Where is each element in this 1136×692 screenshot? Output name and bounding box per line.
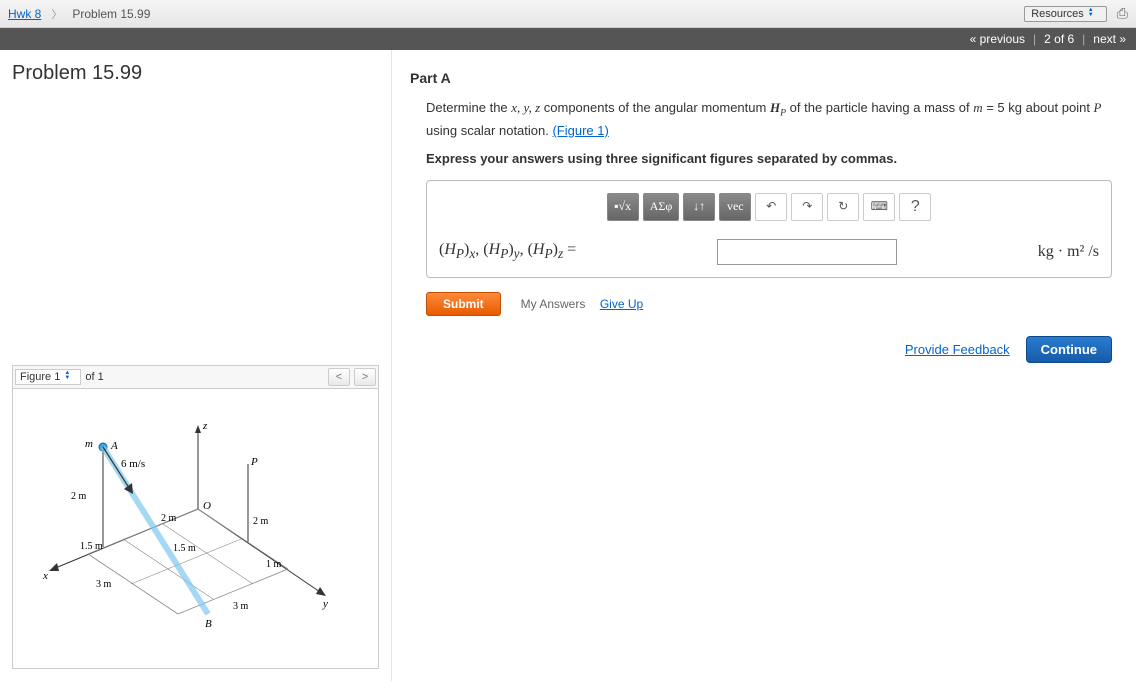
resources-button[interactable]: Resources ▲▼ xyxy=(1024,6,1107,22)
dropdown-icon: ▲▼ xyxy=(64,371,76,383)
subscript-button[interactable]: ↓↑ xyxy=(683,193,715,221)
divider: | xyxy=(1082,32,1085,46)
nav-previous[interactable]: « previous xyxy=(970,32,1025,46)
nav-position: 2 of 6 xyxy=(1044,32,1074,46)
svg-text:z: z xyxy=(202,420,208,432)
answer-instruction: Express your answers using three signifi… xyxy=(410,151,1112,166)
svg-text:x: x xyxy=(42,570,48,582)
svg-text:1.5 m: 1.5 m xyxy=(173,543,196,554)
breadcrumb-current: Problem 15.99 xyxy=(72,7,150,21)
figure-prev-button[interactable]: < xyxy=(328,368,350,386)
svg-text:2 m: 2 m xyxy=(161,513,177,524)
svg-text:y: y xyxy=(322,598,328,610)
svg-text:3 m: 3 m xyxy=(96,579,112,590)
problem-prompt: Determine the x, y, z components of the … xyxy=(410,98,1112,141)
redo-button[interactable]: ↷ xyxy=(791,193,823,221)
provide-feedback-link[interactable]: Provide Feedback xyxy=(905,342,1010,357)
svg-text:O: O xyxy=(203,500,211,512)
part-title: Part A xyxy=(410,70,1112,86)
figure-link[interactable]: (Figure 1) xyxy=(552,123,608,138)
svg-text:A: A xyxy=(110,440,118,452)
dropdown-icon: ▲▼ xyxy=(1088,8,1100,20)
problem-title: Problem 15.99 xyxy=(12,62,379,85)
nav-next[interactable]: next » xyxy=(1093,32,1126,46)
svg-text:B: B xyxy=(205,618,212,630)
figure-selector-label: Figure 1 xyxy=(20,371,60,383)
submit-button[interactable]: Submit xyxy=(426,292,501,316)
answer-input[interactable] xyxy=(717,239,897,265)
svg-text:2 m: 2 m xyxy=(71,491,87,502)
breadcrumb-hwk[interactable]: Hwk 8 xyxy=(8,7,41,21)
continue-button[interactable]: Continue xyxy=(1026,336,1112,363)
breadcrumb: Hwk 8 〉 Problem 15.99 xyxy=(8,6,1024,22)
undo-button[interactable]: ↶ xyxy=(755,193,787,221)
figure-of-label: of 1 xyxy=(85,371,103,383)
my-answers-label: My Answers xyxy=(521,297,586,311)
svg-text:P: P xyxy=(250,456,258,468)
svg-text:m: m xyxy=(85,438,93,450)
help-button[interactable]: ? xyxy=(899,193,931,221)
divider: | xyxy=(1033,32,1036,46)
svg-text:3 m: 3 m xyxy=(233,601,249,612)
svg-text:6 m/s: 6 m/s xyxy=(121,458,145,470)
keyboard-button[interactable]: ⌨ xyxy=(863,193,895,221)
diagram-svg: z y x O P xyxy=(23,409,343,639)
print-icon[interactable]: ⎙ xyxy=(1117,5,1128,22)
svg-text:1.5 m: 1.5 m xyxy=(80,541,103,552)
reset-button[interactable]: ↻ xyxy=(827,193,859,221)
templates-button[interactable]: ▪√x xyxy=(607,193,639,221)
answer-unit: kg · m² /s xyxy=(1038,243,1099,261)
figure-selector[interactable]: Figure 1 ▲▼ xyxy=(15,369,81,385)
chevron-icon: 〉 xyxy=(51,6,62,22)
greek-button[interactable]: ΑΣφ xyxy=(643,193,680,221)
figure-next-button[interactable]: > xyxy=(354,368,376,386)
vec-button[interactable]: vec xyxy=(719,193,751,221)
svg-text:2 m: 2 m xyxy=(253,516,269,527)
figure-panel: z y x O P xyxy=(12,389,379,669)
resources-label: Resources xyxy=(1031,8,1084,20)
svg-text:1 m: 1 m xyxy=(266,559,282,570)
answer-label: (HP)x, (HP)y, (HP)z = xyxy=(439,241,576,262)
give-up-link[interactable]: Give Up xyxy=(600,297,643,311)
